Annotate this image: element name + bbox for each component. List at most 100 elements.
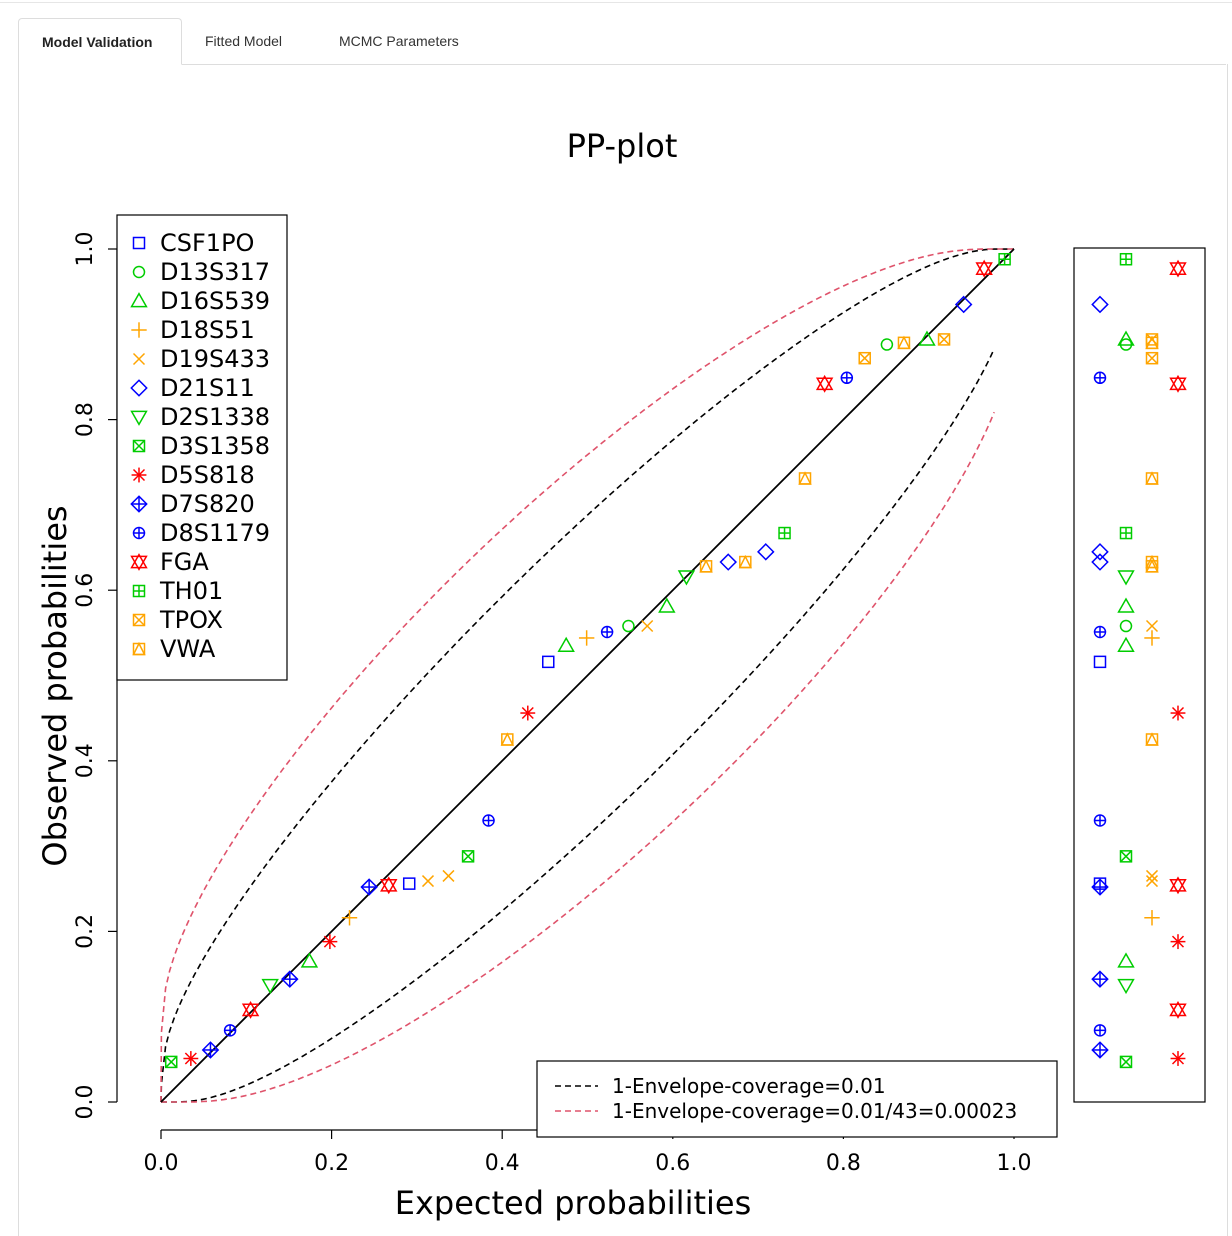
data-point bbox=[132, 236, 146, 250]
point-triangle bbox=[380, 876, 398, 892]
legend-label: TPOX bbox=[159, 606, 223, 634]
data-point bbox=[1145, 554, 1159, 569]
point-square bbox=[132, 439, 146, 453]
data-point bbox=[778, 526, 791, 540]
data-point bbox=[1091, 553, 1109, 571]
data-point bbox=[1145, 471, 1159, 485]
point-x bbox=[1145, 869, 1159, 882]
side-panel-points bbox=[1091, 252, 1187, 1069]
data-point bbox=[578, 630, 595, 646]
data-point bbox=[482, 814, 495, 827]
legend-label: D8S1179 bbox=[160, 519, 270, 547]
envelope-legend-label: 1-Envelope-coverage=0.01/43=0.00023 bbox=[612, 1099, 1017, 1123]
tab-mcmc-parameters[interactable]: MCMC Parameters bbox=[339, 33, 459, 49]
point-triangle bbox=[1169, 879, 1187, 895]
point-square bbox=[1119, 850, 1133, 863]
y-tick-label: 0.6 bbox=[73, 573, 98, 608]
legend-label: FGA bbox=[160, 548, 209, 576]
point-triangle bbox=[557, 636, 575, 652]
data-point bbox=[520, 705, 536, 721]
envelope-legend-box bbox=[536, 1060, 1058, 1138]
point-triangle bbox=[300, 952, 319, 968]
data-point bbox=[1145, 619, 1159, 633]
data-point bbox=[130, 410, 148, 426]
point-diamond bbox=[954, 295, 973, 314]
data-point bbox=[1145, 559, 1159, 573]
envelope-curves bbox=[160, 248, 1015, 1103]
x-tick-label: 0.6 bbox=[655, 1151, 690, 1176]
data-point bbox=[1093, 625, 1107, 639]
series-legend: CSF1POD13S317D16S539D18S51D19S433D21S11D… bbox=[116, 214, 288, 681]
point-square bbox=[1145, 351, 1159, 365]
point-triangle bbox=[658, 597, 676, 613]
data-point bbox=[858, 351, 871, 365]
data-point bbox=[1117, 597, 1135, 613]
point-triangle bbox=[1169, 262, 1187, 278]
data-point bbox=[542, 655, 555, 669]
data-point bbox=[132, 641, 146, 656]
data-point bbox=[442, 869, 455, 882]
legend-label: D5S818 bbox=[160, 461, 255, 489]
data-point bbox=[131, 467, 147, 483]
point-square bbox=[542, 655, 555, 669]
point-square bbox=[164, 1055, 178, 1069]
data-point bbox=[281, 970, 299, 988]
point-triangle bbox=[677, 570, 696, 586]
point-triangle bbox=[1169, 1000, 1187, 1017]
point-square bbox=[937, 333, 951, 346]
legend-label: D16S539 bbox=[160, 287, 270, 315]
point-x bbox=[132, 439, 146, 453]
legend-label: D19S433 bbox=[160, 345, 270, 373]
data-point bbox=[1170, 705, 1186, 721]
data-point bbox=[1117, 952, 1135, 968]
data-point bbox=[132, 526, 146, 540]
data-point bbox=[1169, 1000, 1187, 1019]
y-axis-label: Observed probabilities bbox=[36, 505, 74, 866]
point-triangle bbox=[130, 553, 148, 569]
legend-box bbox=[116, 214, 288, 681]
data-point bbox=[1119, 850, 1133, 863]
data-point bbox=[341, 910, 358, 926]
data-point bbox=[1093, 814, 1107, 827]
data-point bbox=[1117, 636, 1135, 652]
reference-line bbox=[160, 248, 1015, 1103]
data-point bbox=[1144, 910, 1160, 926]
data-point bbox=[241, 1000, 260, 1019]
point-triangle bbox=[1117, 597, 1135, 613]
data-point bbox=[1170, 934, 1186, 950]
point-square bbox=[461, 850, 475, 863]
data-point bbox=[1091, 970, 1109, 988]
point-x bbox=[462, 850, 475, 863]
point-triangle bbox=[1145, 554, 1159, 569]
data-point bbox=[840, 371, 854, 385]
y-tick-label: 0.0 bbox=[73, 1085, 98, 1120]
data-point bbox=[757, 543, 775, 561]
point-triangle bbox=[1117, 978, 1135, 995]
point-triangle bbox=[130, 292, 148, 308]
point-diamond bbox=[1091, 295, 1109, 314]
point-x bbox=[132, 613, 146, 627]
legend-label: VWA bbox=[160, 635, 216, 663]
point-circle bbox=[880, 338, 894, 351]
tab-fitted-model[interactable]: Fitted Model bbox=[205, 33, 283, 49]
point-x bbox=[132, 352, 146, 366]
data-point bbox=[1091, 295, 1109, 314]
data-point bbox=[1169, 374, 1187, 393]
data-point bbox=[975, 259, 993, 278]
point-triangle bbox=[1145, 732, 1159, 746]
data-point bbox=[557, 636, 575, 652]
data-point bbox=[300, 952, 319, 968]
data-point bbox=[1117, 570, 1135, 586]
data-point bbox=[132, 584, 146, 598]
x-tick-label: 0.2 bbox=[314, 1151, 349, 1176]
data-point bbox=[699, 559, 713, 573]
tab-model-validation[interactable]: Model Validation bbox=[18, 18, 182, 65]
data-point bbox=[1145, 732, 1159, 746]
data-point bbox=[130, 379, 148, 397]
point-x bbox=[1145, 619, 1159, 633]
point-triangle bbox=[699, 559, 713, 573]
point-triangle bbox=[132, 641, 146, 656]
data-point bbox=[1145, 335, 1159, 350]
envelope-lower bbox=[161, 348, 995, 1103]
point-triangle bbox=[975, 262, 993, 278]
